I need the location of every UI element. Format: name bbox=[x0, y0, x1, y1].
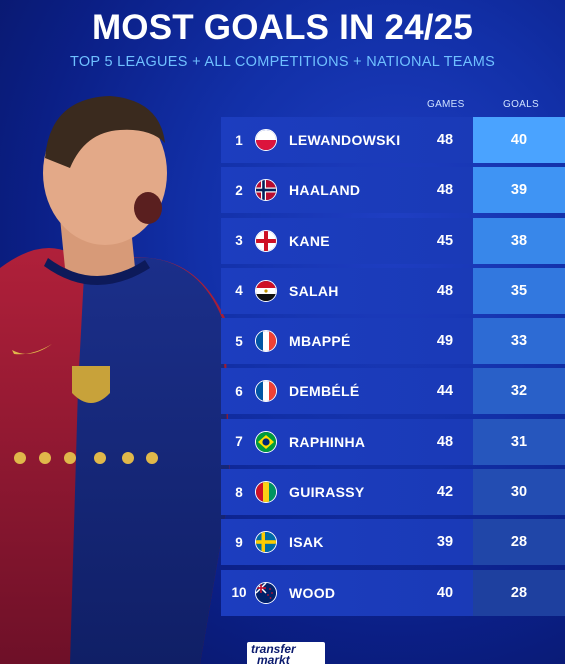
player-name: DEMBÉLÉ bbox=[289, 383, 360, 400]
goals-cell-background bbox=[473, 569, 565, 616]
player-name: SALAH bbox=[289, 282, 339, 299]
goals-value: 30 bbox=[510, 484, 528, 501]
goals-value: 31 bbox=[510, 433, 528, 450]
rank-number: 1 bbox=[235, 132, 243, 148]
rank-number: 5 bbox=[235, 333, 243, 349]
games-value: 45 bbox=[436, 232, 454, 249]
goals-cell-background bbox=[473, 368, 565, 415]
scorers-table: 1 LEWANDOWSKI 48 40 2 HAALAND 48 39 3 KANE 45 38 4 SA… bbox=[221, 117, 565, 620]
egypt-flag-icon bbox=[255, 279, 277, 302]
table-row: 3 KANE 45 38 bbox=[221, 217, 565, 264]
france-flag-icon bbox=[255, 330, 277, 353]
page-title: MOST GOALS IN 24/25 bbox=[91, 8, 474, 47]
goals-cell-background bbox=[473, 217, 565, 264]
goals-value: 39 bbox=[510, 182, 528, 199]
goals-value: 40 bbox=[510, 132, 528, 148]
games-value: 44 bbox=[436, 383, 454, 400]
rank-number: 3 bbox=[235, 233, 243, 249]
table-row: 1 LEWANDOWSKI 48 40 bbox=[221, 117, 565, 163]
goals-value: 32 bbox=[510, 383, 528, 400]
brazil-flag-icon bbox=[255, 430, 277, 453]
england-flag-icon bbox=[255, 229, 277, 252]
sweden-flag-icon bbox=[255, 531, 277, 554]
player-name: KANE bbox=[289, 232, 330, 249]
logo-line-2: markt bbox=[257, 653, 290, 664]
games-value: 42 bbox=[436, 484, 454, 501]
goals-column-header: GOALS bbox=[503, 99, 539, 110]
goals-cell-background bbox=[473, 318, 565, 365]
player-name: LEWANDOWSKI bbox=[289, 132, 401, 148]
table-row: 9 ISAK 39 28 bbox=[221, 519, 565, 566]
rank-number: 2 bbox=[235, 182, 243, 198]
france-flag-icon bbox=[255, 380, 277, 403]
goals-cell-background bbox=[473, 117, 565, 163]
page-subtitle: TOP 5 LEAGUES + ALL COMPETITIONS + NATIO… bbox=[69, 54, 496, 70]
goals-value: 28 bbox=[510, 584, 528, 601]
rank-number: 4 bbox=[235, 283, 243, 299]
new-zealand-flag-icon bbox=[255, 581, 277, 604]
table-row: 5 MBAPPÉ 49 33 bbox=[221, 318, 565, 365]
player-name: ISAK bbox=[289, 534, 324, 551]
logo-line-1: transfer bbox=[251, 642, 296, 656]
table-row: 10 WOOD 40 28 bbox=[221, 569, 565, 616]
table-row: 6 DEMBÉLÉ 44 32 bbox=[221, 368, 565, 415]
games-value: 48 bbox=[436, 132, 454, 148]
player-name: RAPHINHA bbox=[289, 433, 366, 450]
table-row: 7 RAPHINHA 48 31 bbox=[221, 418, 565, 465]
games-value: 48 bbox=[436, 433, 454, 450]
games-value: 39 bbox=[436, 534, 454, 551]
rank-number: 7 bbox=[235, 434, 243, 450]
rank-number: 8 bbox=[235, 484, 243, 500]
goals-cell-background bbox=[473, 418, 565, 465]
games-value: 48 bbox=[436, 282, 454, 299]
norway-flag-icon bbox=[255, 179, 277, 202]
table-row: 2 HAALAND 48 39 bbox=[221, 167, 565, 214]
player-photo bbox=[0, 96, 230, 664]
goals-value: 33 bbox=[510, 333, 528, 350]
goals-cell-background bbox=[473, 167, 565, 214]
player-name: GUIRASSY bbox=[289, 484, 365, 501]
goals-cell-background bbox=[473, 267, 565, 314]
games-value: 48 bbox=[436, 182, 454, 199]
table-row: 8 GUIRASSY 42 30 bbox=[221, 469, 565, 516]
rank-number: 6 bbox=[235, 383, 243, 399]
goals-cell-background bbox=[473, 519, 565, 566]
rank-number: 9 bbox=[235, 534, 243, 550]
player-name: HAALAND bbox=[289, 182, 361, 199]
games-value: 40 bbox=[436, 584, 454, 601]
games-column-header: GAMES bbox=[427, 99, 465, 110]
guinea-flag-icon bbox=[255, 481, 277, 504]
player-name: MBAPPÉ bbox=[289, 333, 351, 350]
games-value: 49 bbox=[436, 333, 454, 350]
goals-value: 28 bbox=[510, 534, 528, 551]
rank-number: 10 bbox=[231, 585, 247, 601]
goals-cell-background bbox=[473, 469, 565, 516]
table-row: 4 SALAH 48 35 bbox=[221, 267, 565, 314]
goals-value: 35 bbox=[510, 282, 528, 299]
player-name: WOOD bbox=[289, 584, 336, 601]
poland-flag-icon bbox=[255, 129, 277, 151]
goals-value: 38 bbox=[510, 232, 528, 249]
transfermarkt-logo: transfer markt bbox=[247, 642, 325, 664]
